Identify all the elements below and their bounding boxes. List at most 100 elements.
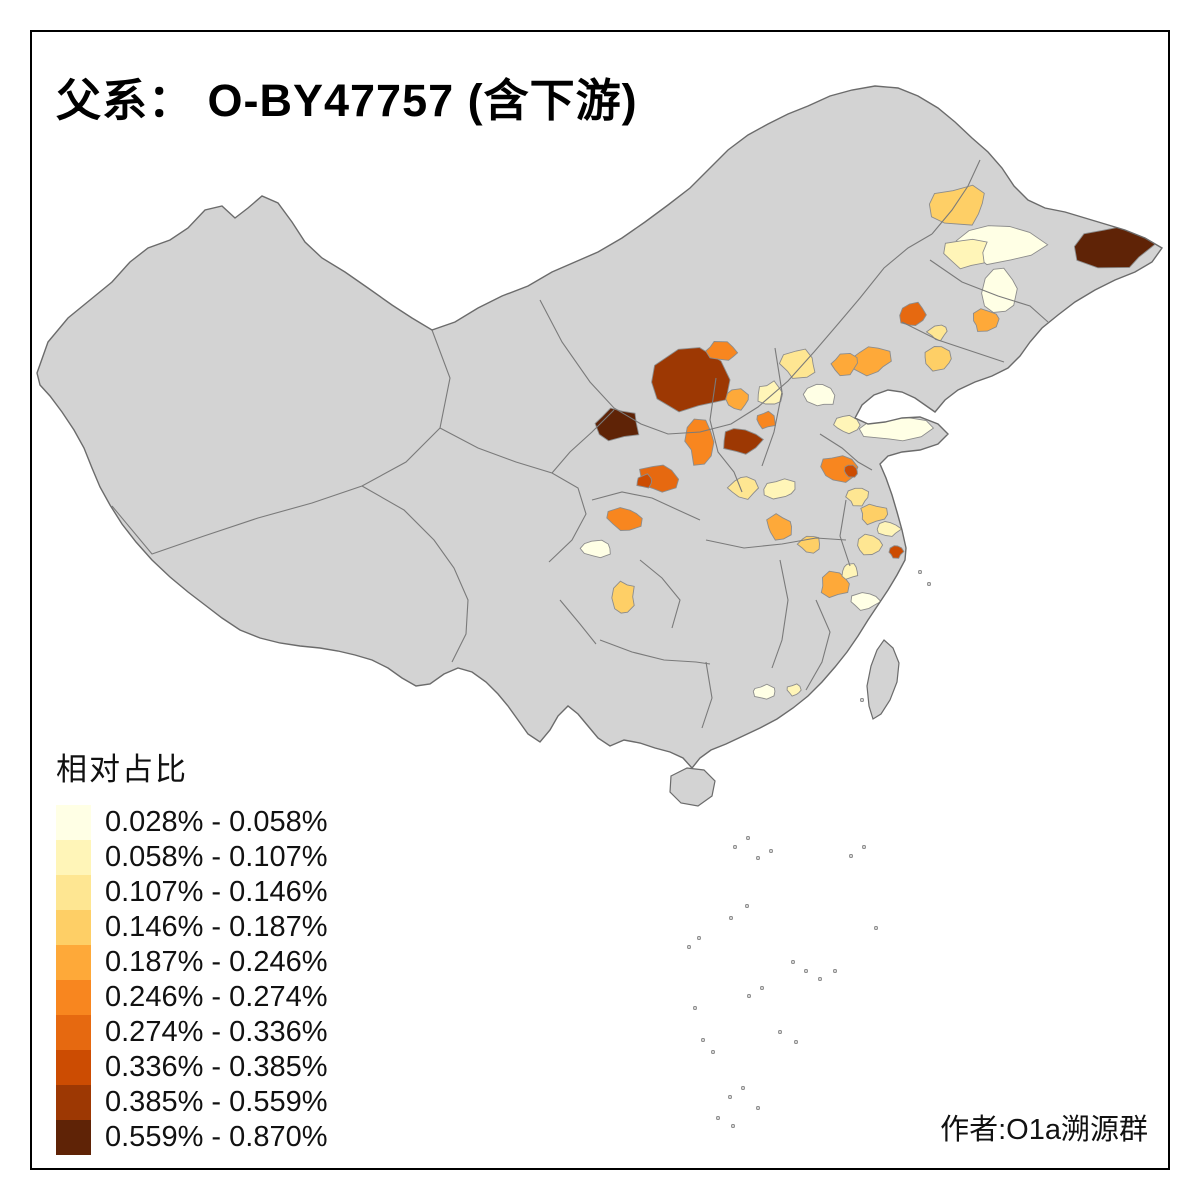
legend-title: 相对占比: [56, 752, 188, 787]
island-dot: [696, 935, 701, 940]
map-region: [876, 521, 903, 537]
island-dot: [790, 959, 795, 964]
legend-row: 0.058% - 0.107%: [56, 840, 327, 875]
province-border: [591, 491, 701, 521]
legend-row: 0.187% - 0.246%: [56, 945, 327, 980]
legend-label: 0.187% - 0.246%: [105, 946, 328, 978]
province-border: [709, 377, 743, 493]
map-region: [925, 324, 948, 342]
province-border: [705, 537, 847, 549]
island-dot: [727, 1095, 732, 1100]
island-dot: [803, 968, 808, 973]
map-region: [830, 352, 858, 377]
map-region: [726, 476, 760, 500]
map-region: [843, 464, 858, 478]
island-dot: [730, 1124, 735, 1129]
map-region: [943, 238, 988, 270]
province-border: [111, 329, 451, 555]
map-region: [705, 341, 739, 361]
map-region: [981, 267, 1018, 313]
island-dot: [745, 835, 750, 840]
island-dot: [768, 848, 773, 853]
province-border: [771, 559, 789, 669]
province-border: [559, 599, 597, 645]
map-region: [723, 428, 764, 455]
map-region: [763, 478, 796, 500]
map-region: [860, 503, 889, 526]
legend-swatch: [56, 910, 91, 945]
map-region: [636, 473, 653, 489]
legend-label: 0.058% - 0.107%: [105, 841, 328, 873]
page-title: 父系： O-BY47757 (含下游): [56, 75, 638, 126]
province-border: [839, 499, 851, 567]
island-dot: [755, 855, 760, 860]
province-border: [931, 159, 981, 235]
province-border: [361, 485, 469, 663]
legend-rows: 0.028% - 0.058% 0.058% - 0.107% 0.107% - 0…: [56, 805, 327, 1155]
province-border: [639, 559, 681, 629]
map-region: [786, 683, 802, 697]
province-border: [551, 409, 615, 474]
map-region: [857, 533, 884, 556]
legend-label: 0.028% - 0.058%: [105, 806, 328, 838]
legend-swatch: [56, 1050, 91, 1085]
legend-label: 0.274% - 0.336%: [105, 1016, 328, 1048]
attribution: 作者:O1a溯源群: [940, 1114, 1148, 1146]
island-dot: [873, 925, 878, 930]
legend-swatch: [56, 1085, 91, 1120]
province-border: [929, 259, 1049, 323]
taiwan-island: [866, 639, 900, 720]
province-border: [599, 639, 711, 665]
legend-swatch: [56, 875, 91, 910]
map-region: [611, 580, 635, 614]
legend-swatch: [56, 1120, 91, 1155]
map-region: [579, 539, 611, 559]
island-dot: [859, 697, 864, 702]
island-dot: [926, 581, 931, 586]
map-region: [899, 301, 927, 326]
legend-row: 0.146% - 0.187%: [56, 910, 327, 945]
province-border: [901, 321, 1005, 363]
legend-label: 0.107% - 0.146%: [105, 876, 328, 908]
island-dot: [710, 1050, 715, 1055]
map-region: [841, 563, 859, 580]
province-border: [539, 233, 933, 435]
map-region: [972, 308, 1000, 332]
island-dot: [848, 853, 853, 858]
province-border: [819, 433, 873, 471]
map-region: [757, 380, 784, 405]
legend-row: 0.028% - 0.058%: [56, 805, 327, 840]
legend-swatch: [56, 980, 91, 1015]
island-dot: [746, 993, 751, 998]
legend-row: 0.274% - 0.336%: [56, 1015, 327, 1050]
island-dot: [759, 985, 764, 990]
island-dot: [777, 1030, 782, 1035]
legend-row: 0.385% - 0.559%: [56, 1085, 327, 1120]
province-border: [805, 599, 831, 691]
legend-label: 0.146% - 0.187%: [105, 911, 328, 943]
island-dot: [740, 1086, 745, 1091]
legend: 相对占比 0.028% - 0.058% 0.058% - 0.107% 0.107…: [56, 744, 327, 1155]
legend-swatch: [56, 840, 91, 875]
legend-label: 0.559% - 0.870%: [105, 1121, 328, 1153]
province-border: [439, 427, 587, 563]
map-region: [820, 570, 850, 599]
legend-swatch: [56, 805, 91, 840]
island-dot: [917, 569, 922, 574]
island-dot: [744, 903, 749, 908]
map-region: [802, 383, 836, 407]
map-region: [778, 348, 816, 379]
legend-swatch: [56, 1015, 91, 1050]
island-dot: [817, 976, 822, 981]
map-region: [725, 388, 749, 411]
island-dot: [692, 1005, 697, 1010]
legend-row: 0.246% - 0.274%: [56, 980, 327, 1015]
map-region: [928, 184, 985, 226]
map-region: [833, 414, 861, 435]
china-coastline: [36, 85, 1164, 770]
legend-label: 0.246% - 0.274%: [105, 981, 328, 1013]
island-dot: [861, 844, 866, 849]
map-region: [888, 545, 905, 559]
island-dot: [732, 844, 737, 849]
